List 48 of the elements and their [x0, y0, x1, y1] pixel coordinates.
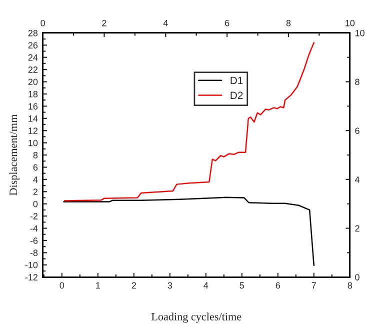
y-tick-label: -12	[25, 274, 38, 280]
y2-tick-label: 6	[355, 128, 360, 134]
y-tick-label: 16	[28, 103, 38, 110]
y2-tick-label: 4	[354, 176, 360, 183]
x-tick-label: 4	[204, 282, 208, 289]
y-tick-label: 14	[28, 115, 38, 122]
x-tick-label: 5	[240, 282, 244, 289]
x2-tick-label: 10	[346, 20, 355, 26]
y2-tick-label: 10	[355, 30, 364, 36]
y-tick-label: 2	[33, 188, 38, 195]
y-axis-title: Displacement/mm	[9, 114, 20, 196]
y-tick-label: 24	[28, 54, 38, 61]
x-tick-label: 2	[132, 282, 136, 289]
x2-tick-label: 0	[40, 20, 45, 26]
y-tick-label: 26	[28, 42, 38, 48]
y-tick-label: 6	[33, 164, 38, 171]
y2-tick-label: 2	[355, 225, 360, 232]
x-tick-label: 0	[60, 282, 64, 289]
y-tick-label: 22	[28, 66, 38, 73]
y-tick-label: 8	[33, 152, 38, 158]
y2-tick-label: 0	[355, 274, 360, 280]
y-tick-label: 12	[28, 128, 38, 134]
x-tick-label: 1	[96, 282, 100, 289]
x2-tick-label: 4	[163, 20, 168, 26]
y-tick-label: -2	[30, 213, 38, 220]
y2-tick-label: 8	[355, 78, 360, 86]
y-tick-label: 28	[28, 30, 38, 36]
legend-label: D2	[230, 92, 243, 99]
y-tick-label: 10	[28, 140, 38, 146]
x-tick-label: 8	[348, 282, 352, 289]
x2-tick-label: 8	[286, 20, 291, 26]
x2-tick-label: 6	[225, 20, 230, 26]
y-tick-label: 18	[28, 90, 38, 98]
y-tick-label: -6	[30, 237, 38, 244]
x-tick-label: 6	[276, 282, 280, 289]
legend-label: D1	[230, 76, 243, 84]
x2-tick-label: 2	[102, 20, 106, 26]
y-tick-label: -10	[25, 262, 38, 268]
y-tick-label: 4	[33, 176, 38, 183]
x-axis-title: Loading cycles/time	[151, 312, 242, 323]
y-tick-label: 20	[28, 78, 38, 86]
line-series	[64, 42, 315, 202]
y-tick-label: -4	[30, 225, 38, 232]
y-tick-label: -8	[30, 250, 38, 256]
x-tick-label: 7	[312, 282, 316, 289]
y-tick-label: 0	[33, 200, 38, 208]
line-series	[63, 196, 315, 266]
x-tick-label: 3	[168, 282, 172, 289]
